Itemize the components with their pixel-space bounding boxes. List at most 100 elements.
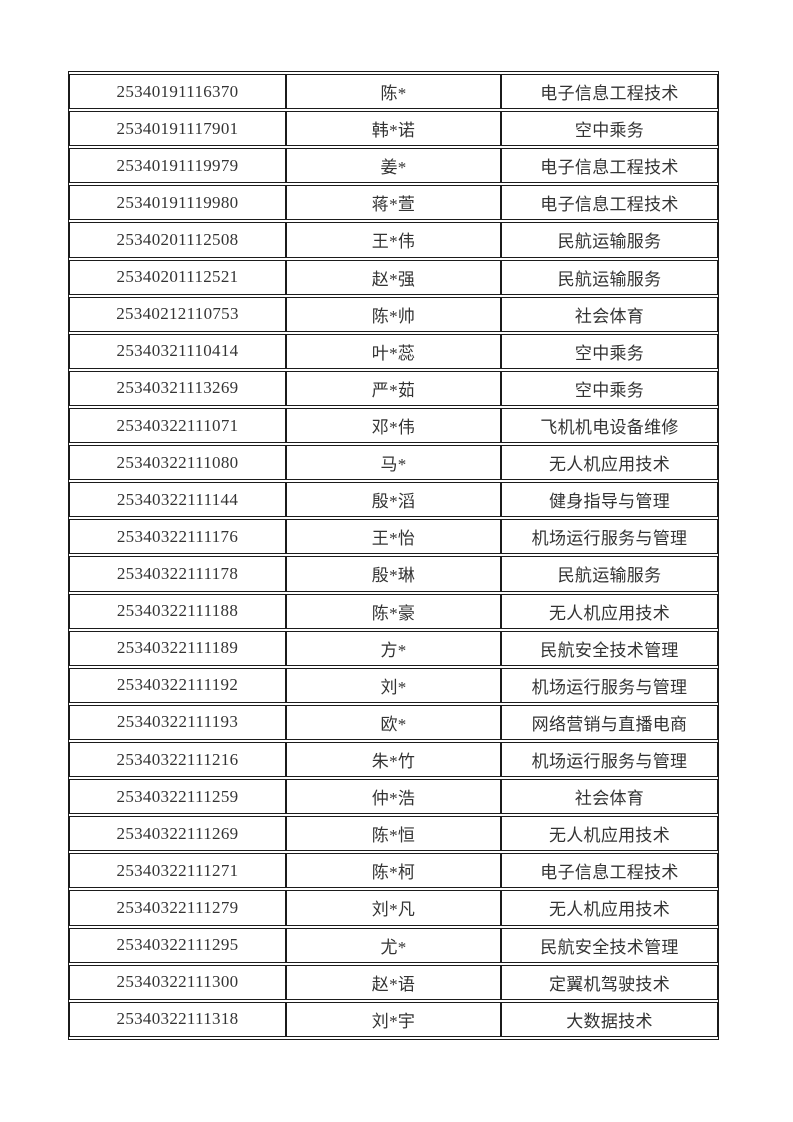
masked-name-cell: 陈*恒 <box>286 816 501 852</box>
major-cell: 大数据技术 <box>501 1001 718 1037</box>
exam-number-cell: 25340191119979 <box>69 148 286 184</box>
table-row: 25340322111259 仲*浩 社会体育 <box>69 779 718 815</box>
exam-number-cell: 25340322111080 <box>69 445 286 481</box>
masked-name-cell: 尤* <box>286 927 501 963</box>
exam-number-cell: 25340322111271 <box>69 853 286 889</box>
exam-number-cell: 25340322111300 <box>69 964 286 1000</box>
exam-number-cell: 25340322111071 <box>69 407 286 444</box>
exam-number-cell: 25340322111189 <box>69 630 286 666</box>
masked-name-cell: 严*茹 <box>286 370 501 406</box>
roster-table-body: 25340191116370 陈* 电子信息工程技术 25340191117901 韩*… <box>69 74 718 1037</box>
major-cell: 飞机机电设备维修 <box>501 407 718 444</box>
masked-name-cell: 朱*竹 <box>286 741 501 778</box>
exam-number-cell: 25340322111176 <box>69 519 286 555</box>
exam-number-cell: 25340322111269 <box>69 816 286 852</box>
table-row: 25340322111300 赵*语 定翼机驾驶技术 <box>69 964 718 1000</box>
major-cell: 民航运输服务 <box>501 259 718 295</box>
exam-number-cell: 25340212110753 <box>69 296 286 332</box>
major-cell: 无人机应用技术 <box>501 593 718 629</box>
table-row: 25340191119980 蒋*萱 电子信息工程技术 <box>69 185 718 221</box>
masked-name-cell: 陈*柯 <box>286 853 501 889</box>
exam-number-cell: 25340191117901 <box>69 111 286 147</box>
table-row: 25340322111271 陈*柯 电子信息工程技术 <box>69 853 718 889</box>
masked-name-cell: 赵*语 <box>286 964 501 1000</box>
masked-name-cell: 刘* <box>286 667 501 703</box>
major-cell: 空中乘务 <box>501 370 718 406</box>
masked-name-cell: 马* <box>286 445 501 481</box>
major-cell: 电子信息工程技术 <box>501 148 718 184</box>
masked-name-cell: 赵*强 <box>286 259 501 295</box>
major-cell: 网络营销与直播电商 <box>501 704 718 740</box>
major-cell: 民航运输服务 <box>501 556 718 592</box>
table-row: 25340322111295 尤* 民航安全技术管理 <box>69 927 718 963</box>
table-row: 25340191119979 姜* 电子信息工程技术 <box>69 148 718 184</box>
exam-number-cell: 25340322111216 <box>69 741 286 778</box>
exam-number-cell: 25340322111188 <box>69 593 286 629</box>
exam-number-cell: 25340322111193 <box>69 704 286 740</box>
table-row: 25340322111071 邓*伟 飞机机电设备维修 <box>69 407 718 444</box>
table-row: 25340322111318 刘*宇 大数据技术 <box>69 1001 718 1037</box>
major-cell: 民航运输服务 <box>501 222 718 258</box>
major-cell: 空中乘务 <box>501 333 718 369</box>
masked-name-cell: 蒋*萱 <box>286 185 501 221</box>
table-row: 25340322111269 陈*恒 无人机应用技术 <box>69 816 718 852</box>
table-row: 25340321113269 严*茹 空中乘务 <box>69 370 718 406</box>
major-cell: 电子信息工程技术 <box>501 853 718 889</box>
exam-number-cell: 25340201112508 <box>69 222 286 258</box>
masked-name-cell: 殷*琳 <box>286 556 501 592</box>
masked-name-cell: 王*怡 <box>286 519 501 555</box>
table-row: 25340212110753 陈*帅 社会体育 <box>69 296 718 332</box>
exam-number-cell: 25340201112521 <box>69 259 286 295</box>
table-row: 25340322111216 朱*竹 机场运行服务与管理 <box>69 741 718 778</box>
masked-name-cell: 仲*浩 <box>286 779 501 815</box>
major-cell: 定翼机驾驶技术 <box>501 964 718 1000</box>
exam-number-cell: 25340322111259 <box>69 779 286 815</box>
exam-number-cell: 25340322111279 <box>69 890 286 926</box>
exam-number-cell: 25340191119980 <box>69 185 286 221</box>
exam-number-cell: 25340322111144 <box>69 482 286 518</box>
major-cell: 民航安全技术管理 <box>501 927 718 963</box>
major-cell: 无人机应用技术 <box>501 890 718 926</box>
major-cell: 电子信息工程技术 <box>501 185 718 221</box>
major-cell: 无人机应用技术 <box>501 445 718 481</box>
masked-name-cell: 陈*帅 <box>286 296 501 332</box>
masked-name-cell: 邓*伟 <box>286 407 501 444</box>
table-row: 25340322111176 王*怡 机场运行服务与管理 <box>69 519 718 555</box>
masked-name-cell: 刘*宇 <box>286 1001 501 1037</box>
masked-name-cell: 刘*凡 <box>286 890 501 926</box>
major-cell: 民航安全技术管理 <box>501 630 718 666</box>
table-row: 25340191116370 陈* 电子信息工程技术 <box>69 74 718 110</box>
table-row: 25340322111178 殷*琳 民航运输服务 <box>69 556 718 592</box>
table-row: 25340322111189 方* 民航安全技术管理 <box>69 630 718 666</box>
major-cell: 无人机应用技术 <box>501 816 718 852</box>
major-cell: 机场运行服务与管理 <box>501 519 718 555</box>
masked-name-cell: 韩*诺 <box>286 111 501 147</box>
table-row: 25340201112521 赵*强 民航运输服务 <box>69 259 718 295</box>
exam-number-cell: 25340321110414 <box>69 333 286 369</box>
table-row: 25340322111193 欧* 网络营销与直播电商 <box>69 704 718 740</box>
masked-name-cell: 陈*豪 <box>286 593 501 629</box>
table-row: 25340201112508 王*伟 民航运输服务 <box>69 222 718 258</box>
exam-number-cell: 25340322111178 <box>69 556 286 592</box>
exam-number-cell: 25340191116370 <box>69 74 286 110</box>
exam-number-cell: 25340322111318 <box>69 1001 286 1037</box>
major-cell: 健身指导与管理 <box>501 482 718 518</box>
masked-name-cell: 殷*滔 <box>286 482 501 518</box>
masked-name-cell: 姜* <box>286 148 501 184</box>
masked-name-cell: 方* <box>286 630 501 666</box>
masked-name-cell: 叶*蕊 <box>286 333 501 369</box>
exam-number-cell: 25340322111192 <box>69 667 286 703</box>
table-row: 25340322111080 马* 无人机应用技术 <box>69 445 718 481</box>
exam-number-cell: 25340321113269 <box>69 370 286 406</box>
table-row: 25340321110414 叶*蕊 空中乘务 <box>69 333 718 369</box>
masked-name-cell: 陈* <box>286 74 501 110</box>
table-row: 25340191117901 韩*诺 空中乘务 <box>69 111 718 147</box>
table-row: 25340322111279 刘*凡 无人机应用技术 <box>69 890 718 926</box>
major-cell: 机场运行服务与管理 <box>501 741 718 778</box>
major-cell: 电子信息工程技术 <box>501 74 718 110</box>
table-row: 25340322111144 殷*滔 健身指导与管理 <box>69 482 718 518</box>
exam-number-cell: 25340322111295 <box>69 927 286 963</box>
major-cell: 社会体育 <box>501 779 718 815</box>
masked-name-cell: 欧* <box>286 704 501 740</box>
